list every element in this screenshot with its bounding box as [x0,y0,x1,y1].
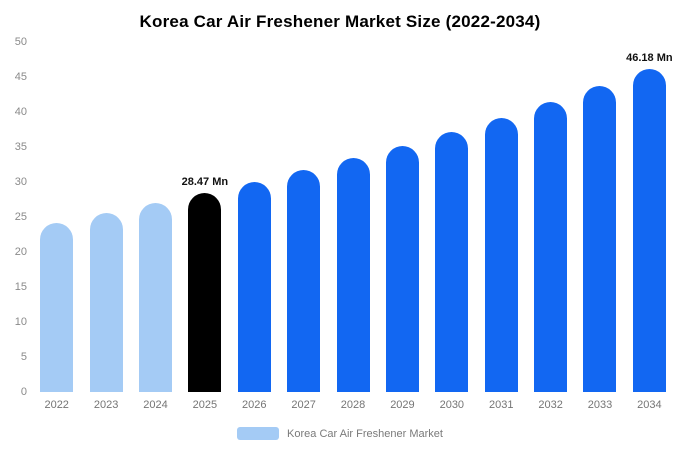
bar-value-label-2025: 28.47 Mn [181,175,229,188]
bar-column-2025: 28.47 Mn [180,42,229,392]
plot-area: 28.47 Mn 46.18 Mn [32,42,674,392]
legend-swatch-icon [237,427,280,440]
bar-2026 [237,182,271,392]
x-axis-label-2027: 2027 [291,399,316,411]
x-axis-label-2031: 2031 [488,399,514,411]
y-axis-tick-label: 10 [14,316,27,328]
bar-2029 [385,145,419,392]
y-axis-tick-label: 20 [14,246,27,258]
y-axis-tick-label: 0 [20,386,27,398]
bar-2023 [89,212,123,392]
bar-2025 [188,192,222,392]
bar-2031 [484,117,518,392]
bar-2033 [583,86,617,392]
plot-column: 28.47 Mn 46.18 Mn 2022 2023 2024 2025 2026 202… [32,42,674,411]
bar-2030 [435,131,469,392]
bar-2028 [336,158,370,392]
bar-column-2030 [427,42,476,392]
x-axis: 2022 2023 2024 2025 2026 2027 2028 2029 2030 2031… [32,399,674,411]
bar-column-2033 [575,42,624,392]
bar-column-2028 [328,42,377,392]
bar-column-2031 [477,42,526,392]
chart-title: Korea Car Air Freshener Market Size (202… [139,12,541,31]
y-axis-tick-label: 15 [14,281,27,293]
bar-column-2029 [378,42,427,392]
y-axis: 0 5 10 15 20 25 30 35 40 45 50 [6,36,32,398]
bar-column-2026 [230,42,279,392]
x-axis-label-2028: 2028 [340,399,366,411]
bar-value-label-2034: 46.18 Mn [626,51,673,64]
y-axis-tick-label: 35 [14,141,27,153]
bar-2024 [138,203,172,392]
bar-2032 [534,102,568,392]
x-axis-label-2024: 2024 [143,399,168,411]
bar-column-2034: 46.18 Mn [625,42,674,392]
x-axis-label-2025: 2025 [192,399,218,411]
bar-column-2022 [32,42,81,392]
x-axis-label-2032: 2032 [538,399,563,411]
y-axis-tick-label: 40 [14,106,27,118]
bar-2027 [287,170,321,392]
y-axis-tick-label: 30 [14,176,27,188]
y-axis-tick-label: 5 [20,351,27,363]
legend-label: Korea Car Air Freshener Market [287,427,443,440]
bar-column-2023 [81,42,130,392]
x-axis-label-2026: 2026 [242,399,267,411]
chart-area: 0 5 10 15 20 25 30 35 40 45 50 28.47 Mn 46.18 Mn 20… [6,36,674,411]
legend-item[interactable]: Korea Car Air Freshener Market [237,427,443,440]
y-axis-tick-label: 25 [14,211,27,223]
y-axis-tick-label: 50 [14,36,27,48]
bar-2022 [40,222,74,392]
x-axis-label-2033: 2033 [587,399,613,411]
bar-column-2024 [131,42,180,392]
y-axis-tick-label: 45 [14,71,27,83]
x-axis-label-2030: 2030 [439,399,465,411]
x-axis-label-2029: 2029 [390,399,415,411]
x-axis-label-2023: 2023 [93,399,119,411]
x-axis-label-2034: 2034 [637,399,662,411]
x-axis-label-2022: 2022 [44,399,69,411]
bar-column-2027 [279,42,328,392]
bar-2034 [632,68,666,392]
legend: Korea Car Air Freshener Market [6,427,674,440]
bar-column-2032 [526,42,575,392]
